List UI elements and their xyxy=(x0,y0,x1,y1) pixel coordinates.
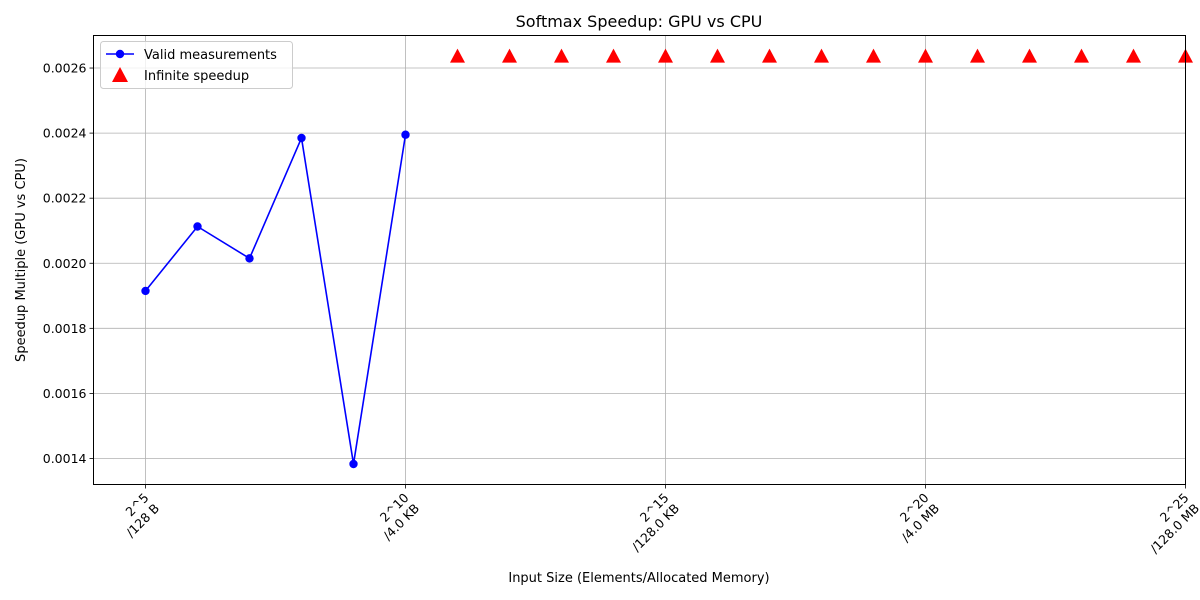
plot-frame xyxy=(93,35,1186,485)
y-axis-label: Speedup Multiple (GPU vs CPU) xyxy=(14,158,29,362)
data-point-infinite xyxy=(1022,48,1037,63)
y-tick-label: 0.0018 xyxy=(43,321,87,336)
data-point-valid xyxy=(245,254,254,263)
y-tick-label: 0.0024 xyxy=(43,126,87,141)
chart-title: Softmax Speedup: GPU vs CPU xyxy=(516,12,763,31)
data-point-infinite xyxy=(1074,48,1089,63)
x-axis-label: Input Size (Elements/Allocated Memory) xyxy=(508,571,769,586)
data-point-infinite xyxy=(762,48,777,63)
y-tick-label: 0.0020 xyxy=(43,256,87,271)
y-tick-label: 0.0014 xyxy=(43,451,87,466)
data-point-valid xyxy=(401,130,410,139)
data-point-infinite xyxy=(918,48,933,63)
data-point-infinite xyxy=(866,48,881,63)
legend: Valid measurements Infinite speedup xyxy=(100,41,293,89)
data-point-valid xyxy=(297,133,306,143)
data-point-infinite xyxy=(710,48,725,63)
data-point-infinite xyxy=(554,48,569,63)
legend-label-infinite: Infinite speedup xyxy=(144,69,249,84)
legend-marker-valid xyxy=(115,49,125,59)
data-point-infinite xyxy=(658,48,673,63)
data-point-infinite xyxy=(606,48,621,63)
data-point-infinite xyxy=(450,48,465,63)
data-point-infinite xyxy=(970,48,985,63)
series-line-valid-measurements xyxy=(144,134,407,465)
legend-label-valid: Valid measurements xyxy=(144,48,277,63)
data-point-infinite xyxy=(502,48,517,63)
data-point-infinite xyxy=(1126,48,1141,63)
y-tick-label: 0.0026 xyxy=(43,61,87,76)
y-tick-label: 0.0022 xyxy=(43,191,87,206)
data-point-valid xyxy=(349,459,358,469)
data-point-valid xyxy=(141,286,150,296)
series-layer xyxy=(141,48,1193,469)
legend-box xyxy=(100,41,293,89)
data-point-valid xyxy=(193,222,202,231)
legend-marker-infinite xyxy=(112,67,128,82)
data-point-infinite xyxy=(814,48,829,63)
y-tick-label: 0.0016 xyxy=(43,386,87,401)
